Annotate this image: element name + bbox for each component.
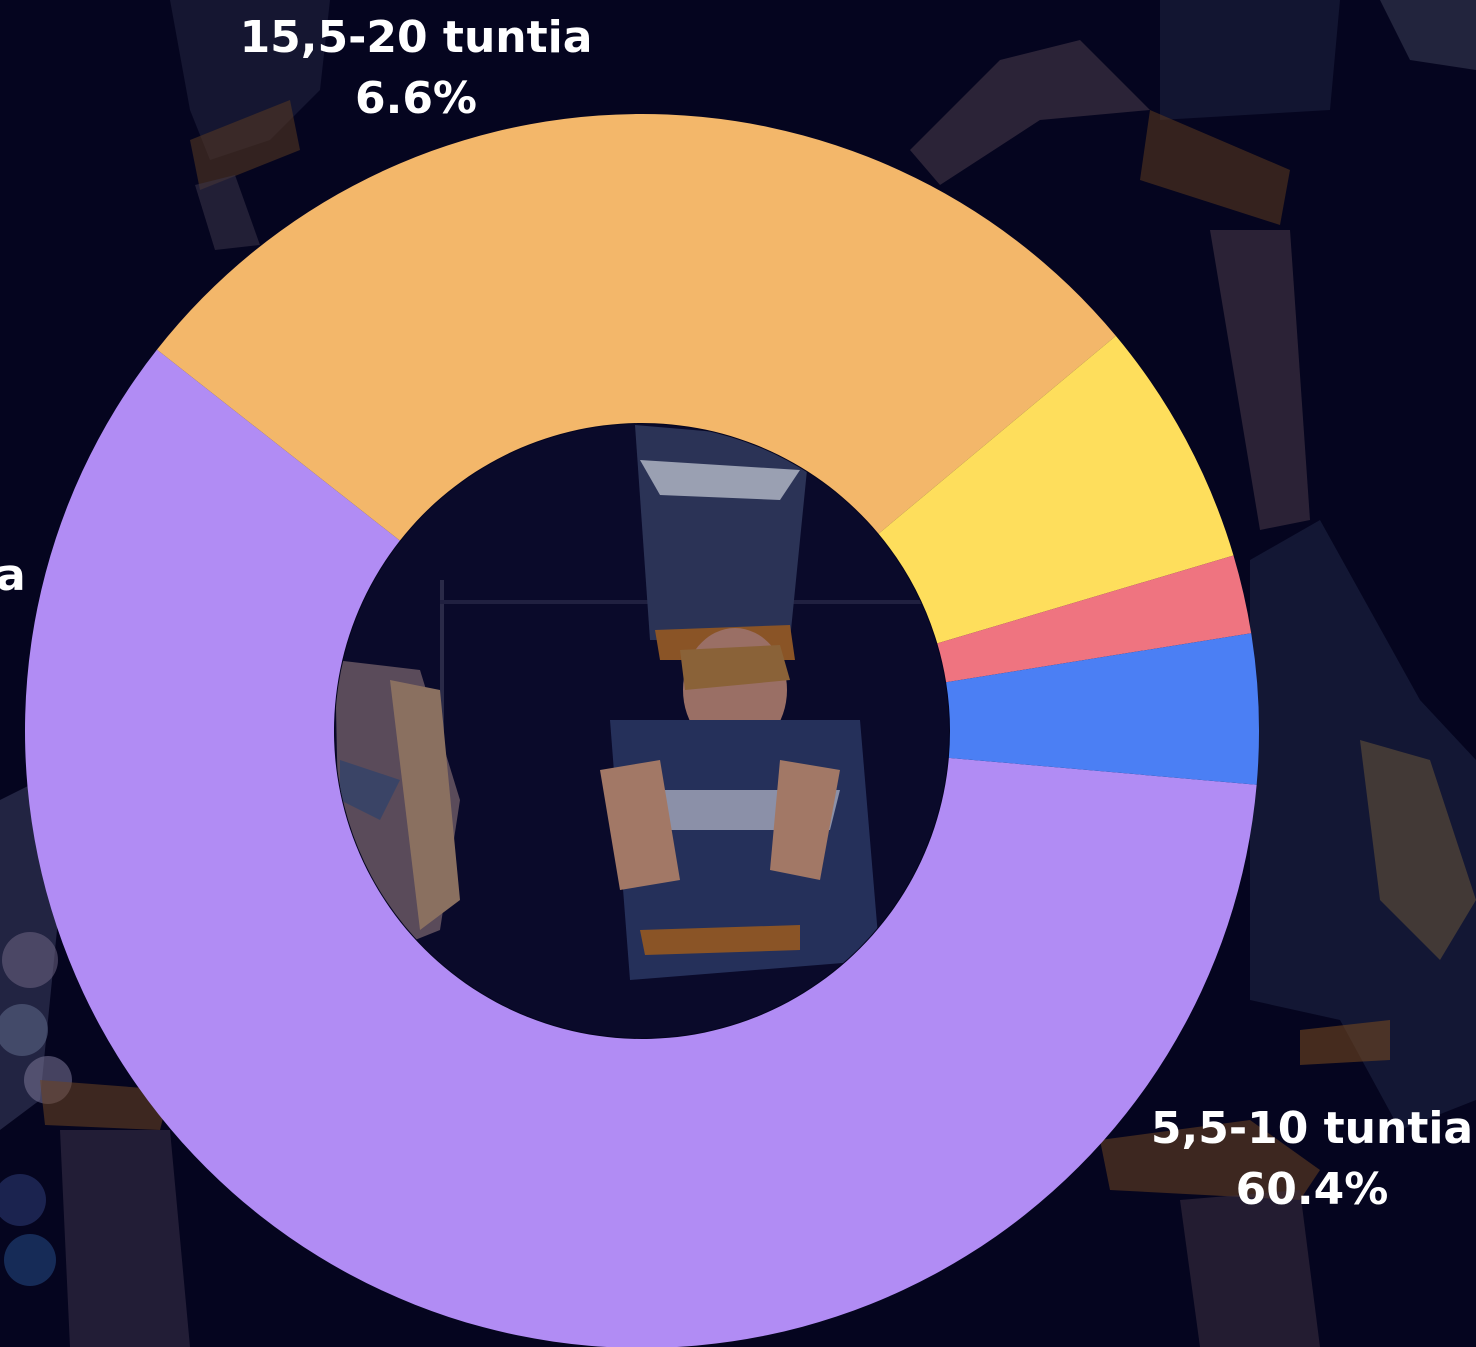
donut-slice-2 <box>156 114 1116 541</box>
donut-slice-4 <box>937 555 1252 683</box>
donut-slice-3 <box>878 335 1234 644</box>
donut-slices <box>25 114 1259 1347</box>
label-15-20-value: 6.6% <box>355 73 477 124</box>
label-5-10-category: 5,5-10 tuntia <box>1151 1103 1473 1154</box>
center-photo <box>335 424 949 1038</box>
slice-labels: 15,5-20 tuntia 6.6% 5,5-10 tuntia 60.4% … <box>0 12 1473 1215</box>
donut-slice-1 <box>25 349 1257 1347</box>
label-15-20-category: 15,5-20 tuntia <box>240 12 593 63</box>
label-5-10-value: 60.4% <box>1236 1164 1389 1215</box>
label-10-15-fragment: a <box>0 550 26 601</box>
donut-slice-5 <box>946 633 1259 785</box>
